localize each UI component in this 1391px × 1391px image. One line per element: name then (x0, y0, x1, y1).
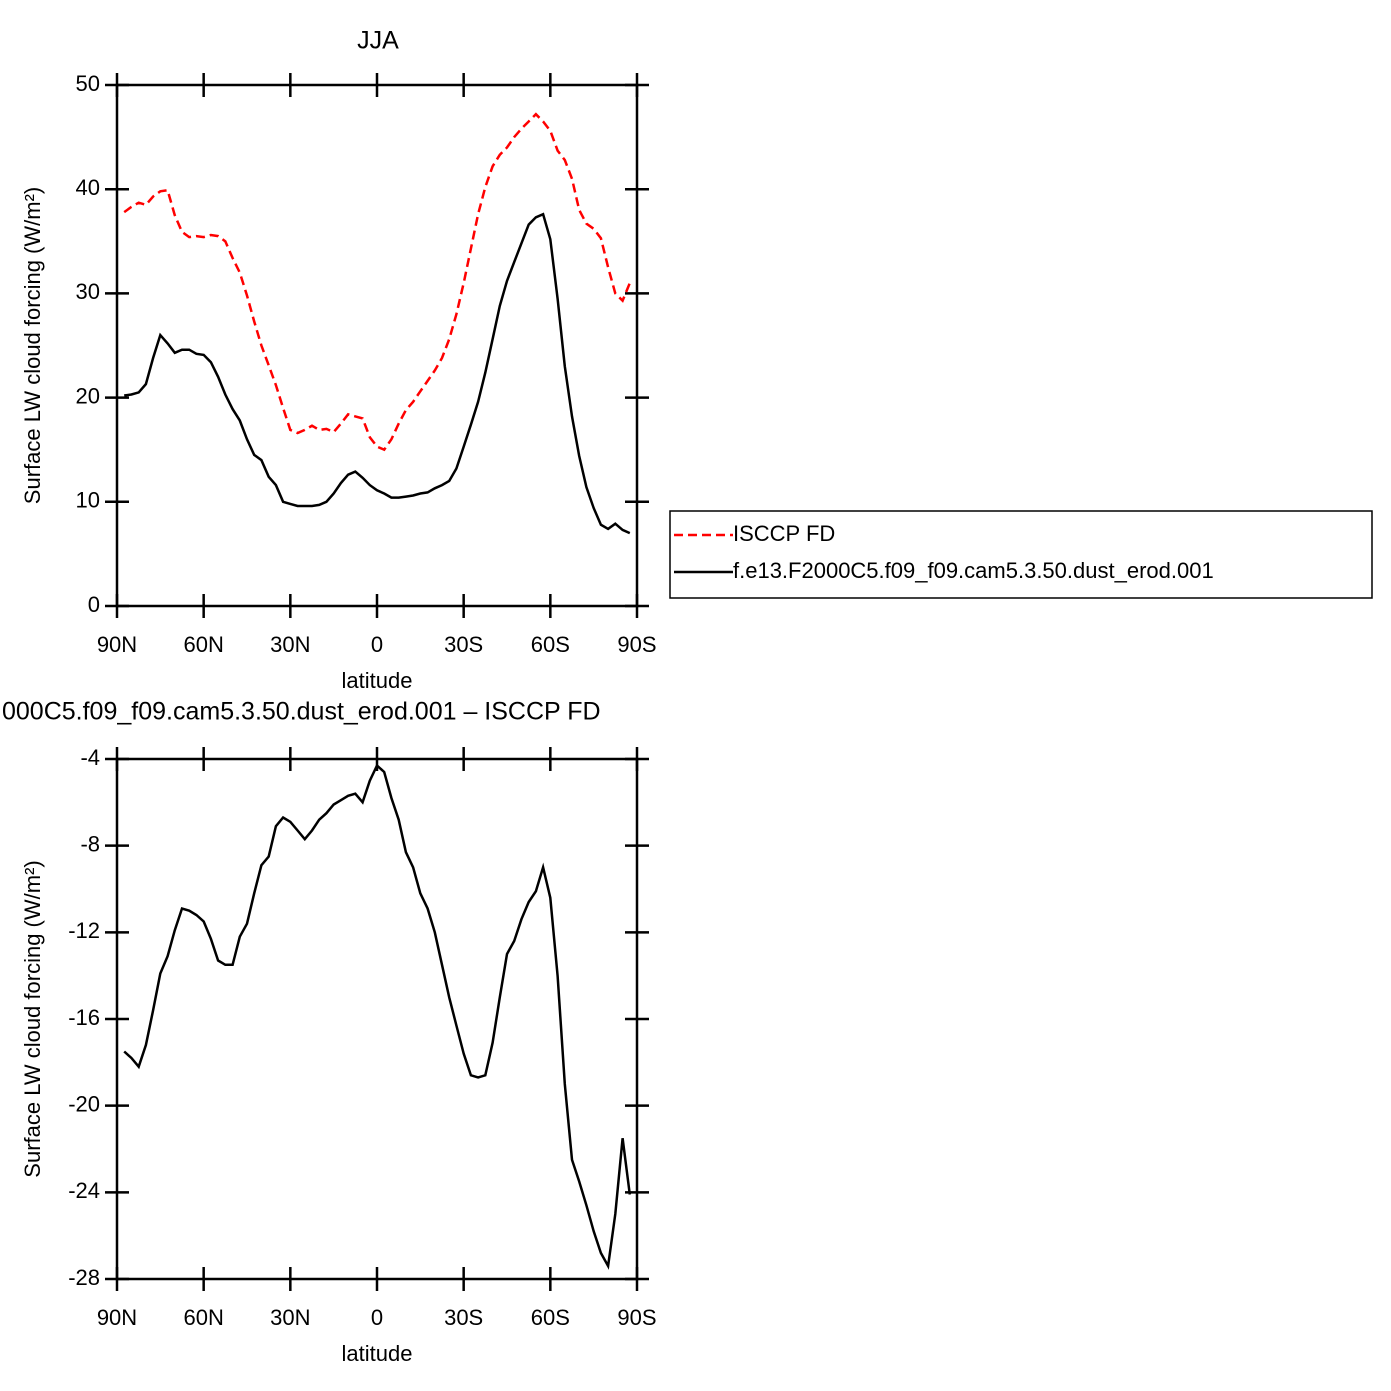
x-tick-label: 60N (183, 1305, 223, 1330)
legend-label: ISCCP FD (733, 521, 835, 546)
y-tick-label: -8 (80, 831, 100, 856)
y-axis-label: Surface LW cloud forcing (W/m²) (20, 187, 45, 504)
data-line (124, 212, 631, 535)
y-tick-label: 30 (76, 279, 100, 304)
y-tick-label: -28 (68, 1265, 100, 1290)
chart-title: JJA (357, 27, 399, 55)
x-tick-label: 0 (371, 632, 383, 657)
x-axis-label: latitude (342, 668, 413, 693)
y-tick-label: -24 (68, 1178, 100, 1203)
y-tick-label: -16 (68, 1005, 100, 1030)
legend-label: f.e13.F2000C5.f09_f09.cam5.3.50.dust_ero… (733, 558, 1214, 583)
x-tick-label: 30S (444, 1305, 483, 1330)
x-tick-label: 30N (270, 1305, 310, 1330)
x-tick-label: 60S (531, 632, 570, 657)
x-tick-label: 60N (183, 632, 223, 657)
chart-title: 000C5.f09_f09.cam5.3.50.dust_erod.001 – … (2, 698, 601, 726)
y-tick-label: 20 (76, 383, 100, 408)
y-tick-label: 0 (88, 592, 100, 617)
plot-frame (115, 757, 639, 1281)
x-tick-label: 30N (270, 632, 310, 657)
x-tick-label: 60S (531, 1305, 570, 1330)
y-tick-label: -4 (80, 745, 100, 770)
y-axis-label: Surface LW cloud forcing (W/m²) (20, 860, 45, 1177)
data-line (123, 112, 631, 452)
y-tick-label: 10 (76, 488, 100, 513)
legend-box (669, 510, 1373, 599)
x-tick-label: 0 (371, 1305, 383, 1330)
y-tick-label: 40 (76, 175, 100, 200)
x-tick-label: 90S (617, 1305, 656, 1330)
x-tick-label: 90N (97, 1305, 137, 1330)
y-tick-label: -20 (68, 1091, 100, 1116)
x-tick-label: 90S (617, 632, 656, 657)
data-line (123, 763, 632, 1270)
y-tick-label: 50 (76, 71, 100, 96)
x-tick-label: 30S (444, 632, 483, 657)
x-axis-label: latitude (342, 1341, 413, 1366)
plot-frame (115, 83, 639, 608)
y-tick-label: -12 (68, 918, 100, 943)
x-tick-label: 90N (97, 632, 137, 657)
